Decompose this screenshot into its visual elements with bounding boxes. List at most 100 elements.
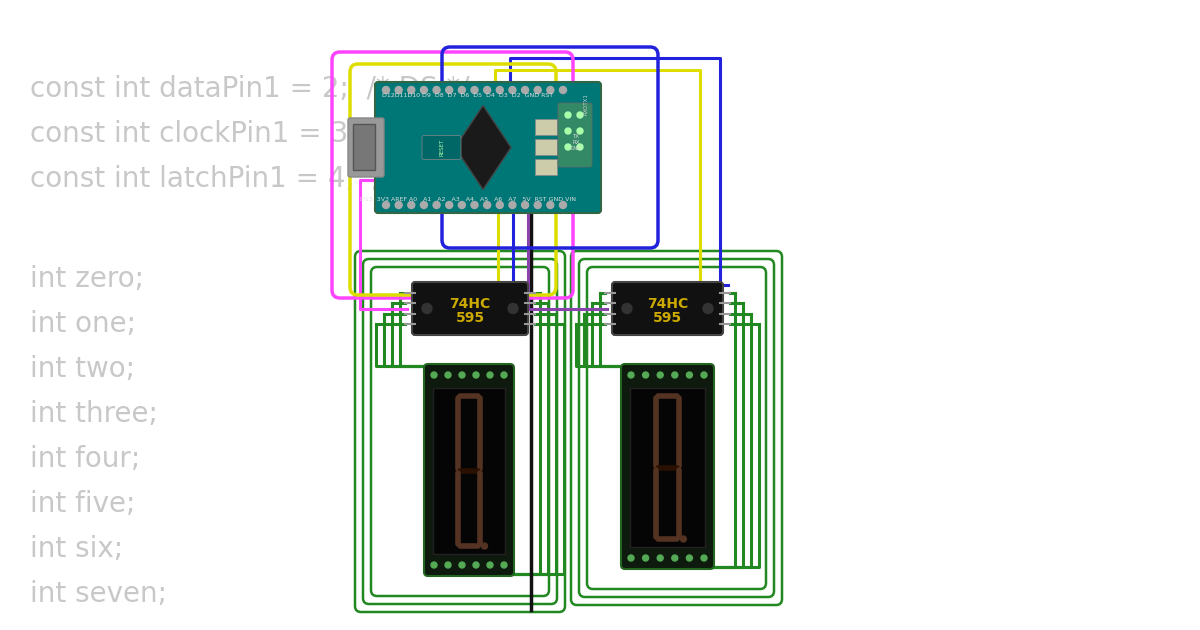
Text: int six;: int six; <box>30 535 124 563</box>
Circle shape <box>577 128 583 134</box>
Circle shape <box>508 304 518 314</box>
Circle shape <box>509 202 516 209</box>
FancyBboxPatch shape <box>424 364 514 576</box>
Circle shape <box>643 555 649 561</box>
Circle shape <box>643 372 649 378</box>
Circle shape <box>458 202 466 209</box>
Circle shape <box>458 562 466 568</box>
Circle shape <box>547 202 554 209</box>
Circle shape <box>433 202 440 209</box>
Circle shape <box>559 86 566 93</box>
Circle shape <box>445 562 451 568</box>
Text: int three;: int three; <box>30 400 158 428</box>
Circle shape <box>577 144 583 150</box>
Circle shape <box>473 562 479 568</box>
Circle shape <box>481 543 487 549</box>
Circle shape <box>458 372 466 378</box>
FancyBboxPatch shape <box>348 118 384 177</box>
Circle shape <box>565 128 571 134</box>
Circle shape <box>408 202 415 209</box>
Circle shape <box>395 86 402 93</box>
Circle shape <box>431 372 437 378</box>
Text: RESET: RESET <box>439 139 444 156</box>
Text: int one;: int one; <box>30 310 136 338</box>
Circle shape <box>470 202 478 209</box>
Circle shape <box>565 144 571 150</box>
Text: int five;: int five; <box>30 490 136 518</box>
Circle shape <box>628 555 634 561</box>
Circle shape <box>680 536 686 542</box>
Text: D12D11D10 D9  D8  D7  D6  D5  D4  D3  D2  GND RST: D12D11D10 D9 D8 D7 D6 D5 D4 D3 D2 GND RS… <box>383 93 553 98</box>
Circle shape <box>445 202 452 209</box>
Circle shape <box>422 304 432 314</box>
FancyBboxPatch shape <box>535 118 557 134</box>
Circle shape <box>383 86 390 93</box>
Circle shape <box>408 86 415 93</box>
Bar <box>630 388 706 547</box>
Circle shape <box>628 372 634 378</box>
Text: int zero;: int zero; <box>30 265 144 293</box>
Circle shape <box>672 372 678 378</box>
Circle shape <box>395 202 402 209</box>
Circle shape <box>502 562 508 568</box>
Text: 595: 595 <box>456 311 485 324</box>
Circle shape <box>431 562 437 568</box>
Circle shape <box>565 112 571 118</box>
FancyBboxPatch shape <box>558 103 592 167</box>
Bar <box>433 388 505 554</box>
Circle shape <box>458 86 466 93</box>
Circle shape <box>703 304 713 314</box>
Circle shape <box>487 562 493 568</box>
Circle shape <box>522 202 528 209</box>
FancyBboxPatch shape <box>622 364 714 569</box>
Circle shape <box>577 112 583 118</box>
Circle shape <box>473 372 479 378</box>
Text: D13  3V3 AREF A0   A1   A2   A3   A4   A5   A6   A7   5V  RST GND VIN: D13 3V3 AREF A0 A1 A2 A3 A4 A5 A6 A7 5V … <box>360 197 576 202</box>
Circle shape <box>658 555 664 561</box>
Circle shape <box>445 372 451 378</box>
Circle shape <box>420 202 427 209</box>
Text: const int latchPin1 = 4;  //: const int latchPin1 = 4; // <box>30 165 391 193</box>
Circle shape <box>484 86 491 93</box>
Circle shape <box>522 86 528 93</box>
Circle shape <box>383 202 390 209</box>
Text: 74HC: 74HC <box>647 297 688 311</box>
Circle shape <box>445 86 452 93</box>
Text: 595: 595 <box>653 311 682 324</box>
FancyBboxPatch shape <box>412 282 528 335</box>
Circle shape <box>622 304 632 314</box>
Circle shape <box>547 86 554 93</box>
FancyBboxPatch shape <box>612 282 722 335</box>
Circle shape <box>433 86 440 93</box>
Circle shape <box>497 86 503 93</box>
Text: int two;: int two; <box>30 355 134 383</box>
Circle shape <box>701 372 707 378</box>
Text: const int clockPin1 = 3;: const int clockPin1 = 3; <box>30 120 358 148</box>
Circle shape <box>420 86 427 93</box>
FancyBboxPatch shape <box>535 159 557 175</box>
Circle shape <box>484 202 491 209</box>
Circle shape <box>487 372 493 378</box>
FancyBboxPatch shape <box>422 135 461 159</box>
Text: int seven;: int seven; <box>30 580 167 608</box>
Circle shape <box>686 555 692 561</box>
Circle shape <box>497 202 503 209</box>
Text: int four;: int four; <box>30 445 140 473</box>
Circle shape <box>534 86 541 93</box>
FancyBboxPatch shape <box>374 82 601 213</box>
Text: TX
RX
GND: TX RX GND <box>570 134 582 151</box>
Circle shape <box>559 202 566 209</box>
Text: const int dataPin1 = 2;  /* DS */: const int dataPin1 = 2; /* DS */ <box>30 75 469 103</box>
Circle shape <box>509 86 516 93</box>
Circle shape <box>701 555 707 561</box>
Circle shape <box>686 372 692 378</box>
Circle shape <box>672 555 678 561</box>
Circle shape <box>534 202 541 209</box>
Circle shape <box>470 86 478 93</box>
Text: 74HC: 74HC <box>449 297 491 311</box>
Polygon shape <box>455 105 511 190</box>
Text: RXOTX1: RXOTX1 <box>583 93 588 115</box>
FancyBboxPatch shape <box>353 124 374 170</box>
FancyBboxPatch shape <box>535 139 557 154</box>
Circle shape <box>658 372 664 378</box>
